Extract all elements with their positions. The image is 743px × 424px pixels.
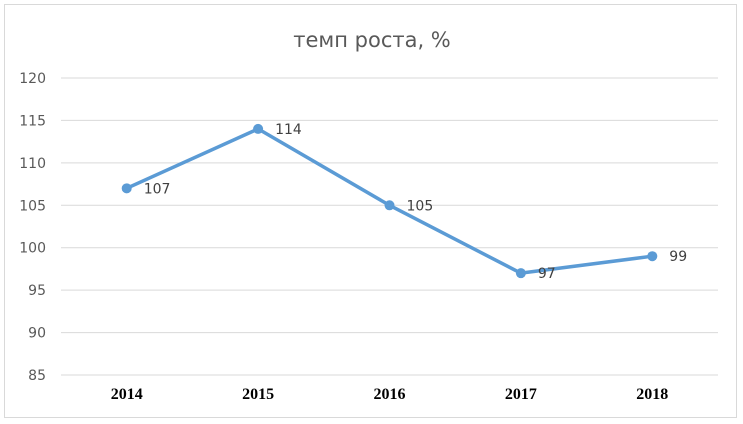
data-point — [515, 268, 526, 279]
y-tick-label: 115 — [19, 113, 46, 129]
y-tick-label: 120 — [19, 71, 46, 87]
y-tick-label: 95 — [28, 283, 46, 299]
x-axis-ticks: 2014 2015 2016 2017 2018 — [111, 386, 669, 403]
data-point — [121, 183, 132, 194]
y-tick-label: 110 — [19, 156, 46, 172]
data-label: 105 — [407, 198, 434, 214]
y-tick-label: 100 — [19, 241, 46, 257]
data-label: 97 — [538, 266, 556, 282]
data-label: 99 — [669, 249, 687, 265]
x-tick-label: 2016 — [374, 386, 406, 403]
y-axis-ticks: 85 90 95 100 105 110 115 120 — [19, 71, 46, 384]
data-point — [647, 251, 658, 262]
series-layer — [121, 123, 658, 279]
y-tick-label: 85 — [28, 368, 46, 384]
x-tick-label: 2015 — [242, 386, 274, 403]
y-tick-label: 90 — [28, 326, 46, 342]
chart-frame — [4, 4, 737, 418]
data-label: 107 — [144, 181, 171, 197]
x-tick-label: 2014 — [111, 386, 143, 403]
y-tick-label: 105 — [19, 198, 46, 214]
data-label: 114 — [275, 122, 302, 138]
data-point — [384, 200, 395, 211]
gridlines — [61, 77, 718, 376]
x-tick-label: 2018 — [636, 386, 668, 403]
data-labels: 107 114 105 97 99 — [144, 122, 687, 282]
data-point — [253, 123, 264, 134]
x-tick-label: 2017 — [505, 386, 537, 403]
chart-title: темп роста, % — [293, 28, 451, 52]
